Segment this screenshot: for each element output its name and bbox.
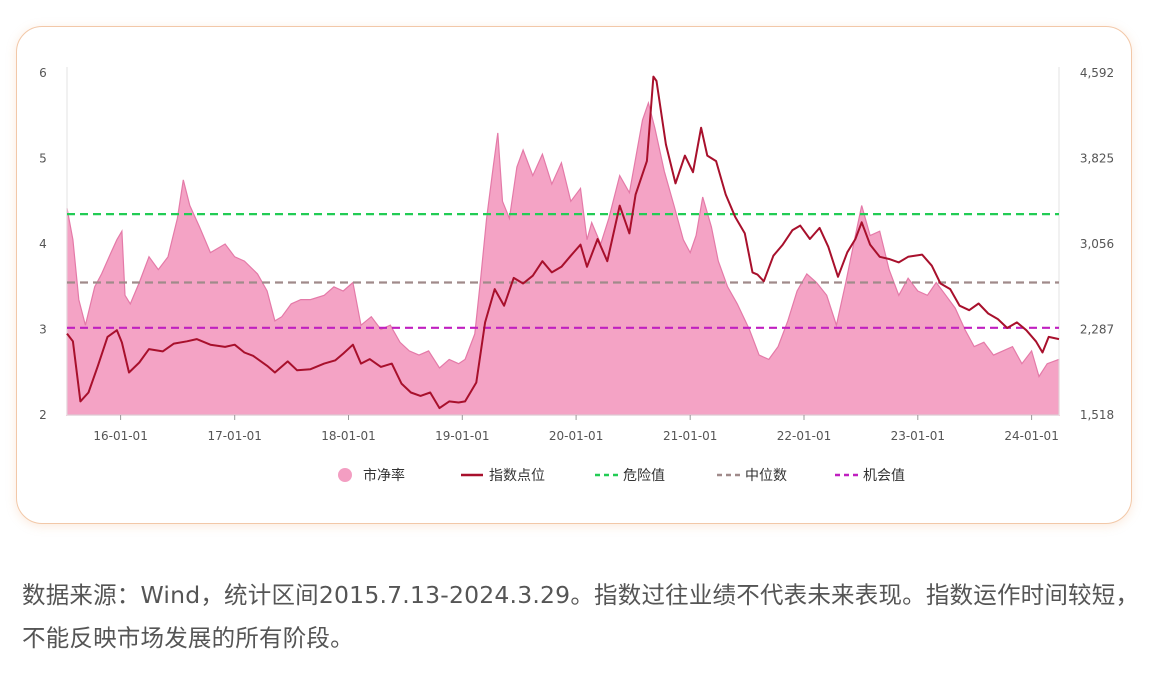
legend-label: 中位数 — [745, 468, 787, 484]
legend-item: 机会值 — [835, 468, 905, 484]
chart-card: 2 3 4 5 6 1,518 2,287 3,056 3,825 4,592 16-01-01… — [16, 26, 1132, 524]
left-tick-label: 3 — [39, 323, 47, 337]
left-tick-label: 6 — [39, 66, 47, 80]
right-tick-label: 3,825 — [1080, 152, 1114, 166]
x-tick-label: 16-01-01 — [93, 429, 147, 443]
x-tick-label: 21-01-01 — [663, 429, 717, 443]
pb-area-series — [66, 100, 1060, 416]
index-line-series — [66, 75, 1060, 410]
right-tick-label: 2,287 — [1080, 323, 1114, 337]
left-tick-label: 2 — [39, 408, 47, 422]
right-tick-label: 4,592 — [1080, 66, 1114, 80]
legend-item: 市净率 — [338, 467, 405, 484]
legend-item: 指数点位 — [461, 468, 545, 484]
x-tick-label: 23-01-01 — [891, 429, 945, 443]
left-tick-label: 4 — [39, 237, 47, 251]
legend-label: 危险值 — [623, 468, 665, 484]
legend-item: 中位数 — [717, 468, 787, 484]
x-tick-label: 18-01-01 — [321, 429, 375, 443]
legend-swatch-dot — [338, 468, 352, 482]
pb-and-index-chart: 2 3 4 5 6 1,518 2,287 3,056 3,825 4,592 16-01-01… — [39, 66, 1114, 484]
data-source-caption: 数据来源：Wind，统计区间2015.7.13-2024.3.29。指数过往业绩… — [22, 581, 1140, 652]
legend-label: 机会值 — [863, 468, 905, 484]
x-tick-label: 19-01-01 — [435, 429, 489, 443]
legend-label: 市净率 — [363, 467, 405, 484]
x-tick-label: 17-01-01 — [207, 429, 261, 443]
x-tick-label: 22-01-01 — [777, 429, 831, 443]
right-tick-label: 1,518 — [1080, 408, 1114, 422]
legend-label: 指数点位 — [489, 468, 545, 484]
x-tick-label: 24-01-01 — [1004, 429, 1058, 443]
x-tick-label: 20-01-01 — [549, 429, 603, 443]
right-tick-label: 3,056 — [1080, 237, 1114, 251]
legend-item: 危险值 — [595, 468, 665, 484]
left-tick-label: 5 — [39, 152, 47, 166]
